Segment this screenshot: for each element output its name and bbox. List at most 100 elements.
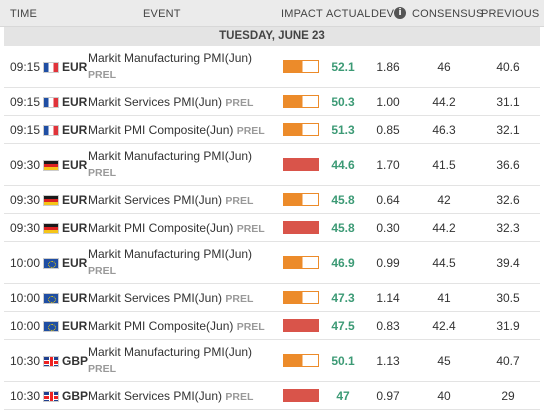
event-tag: PREL [225,195,254,207]
event-name[interactable]: Markit PMI Composite(Jun) PREL [88,220,278,237]
event-title[interactable]: Markit Services PMI(Jun) [88,95,223,109]
event-currency: EUR [62,60,88,74]
eu-flag-icon [43,321,59,332]
event-currency: EUR [62,95,88,109]
event-dev: 0.97 [376,389,400,403]
header-actual: ACTUAL [326,8,371,20]
event-title[interactable]: Markit Services PMI(Jun) [88,193,223,207]
germany-flag-icon [43,160,59,171]
event-name[interactable]: Markit Manufacturing PMI(Jun) PREL [88,50,278,83]
event-time: 10:30 [10,389,41,403]
event-dev: 1.13 [376,354,400,368]
table-row[interactable]: 10:00 EUR Markit PMI Composite(Jun) PREL 47… [4,312,540,340]
event-time: 09:30 [10,158,41,172]
event-title[interactable]: Markit Manufacturing PMI(Jun) [88,345,253,359]
table-row[interactable]: 10:00 EUR Markit Manufacturing PMI(Jun) PRE… [4,242,540,284]
impact-bar [283,319,319,332]
event-name[interactable]: Markit Manufacturing PMI(Jun) PREL [88,344,278,377]
event-currency: GBP [62,354,89,368]
event-previous: 31.1 [496,95,520,109]
day-separator: TUESDAY, JUNE 23 [4,27,540,46]
event-consensus: 44.5 [432,256,456,270]
events-list: 09:15 EUR Markit Manufacturing PMI(Jun) PRE… [4,46,540,410]
event-name[interactable]: Markit PMI Composite(Jun) PREL [88,318,278,335]
impact-bar [283,60,319,73]
info-icon[interactable]: i [394,7,406,19]
event-time: 09:15 [10,60,41,74]
event-name[interactable]: Markit Manufacturing PMI(Jun) PREL [88,246,278,279]
eu-flag-icon [43,258,59,269]
event-tag: PREL [236,223,265,235]
event-title[interactable]: Markit Manufacturing PMI(Jun) [88,51,253,65]
event-name[interactable]: Markit Services PMI(Jun) PREL [88,388,278,405]
event-title[interactable]: Markit PMI Composite(Jun) [88,123,234,137]
impact-bar [283,123,319,136]
event-actual: 47.5 [331,319,355,333]
event-previous: 39.4 [496,256,520,270]
event-actual: 50.3 [331,95,355,109]
table-row[interactable]: 09:15 EUR Markit PMI Composite(Jun) PREL 51… [4,116,540,144]
table-row[interactable]: 09:15 EUR Markit Manufacturing PMI(Jun) PRE… [4,46,540,88]
header-event: EVENT [143,8,181,20]
event-tag: PREL [236,125,265,137]
event-consensus: 46.3 [432,123,456,137]
event-time: 09:30 [10,221,41,235]
uk-flag-icon [43,356,59,367]
germany-flag-icon [43,223,59,234]
table-row[interactable]: 09:30 EUR Markit Manufacturing PMI(Jun) PRE… [4,144,540,186]
event-name[interactable]: Markit Services PMI(Jun) PREL [88,192,278,209]
event-tag: PREL [88,363,117,375]
event-title[interactable]: Markit Manufacturing PMI(Jun) [88,149,253,163]
event-dev: 1.14 [376,291,400,305]
table-row[interactable]: 10:30 GBP Markit Manufacturing PMI(Jun) PRE… [4,340,540,382]
impact-bar [283,389,319,402]
event-consensus: 45 [437,354,451,368]
event-currency: EUR [62,256,88,270]
impact-bar [283,95,319,108]
event-currency: EUR [62,193,88,207]
event-dev: 0.85 [376,123,400,137]
event-tag: PREL [88,69,117,81]
event-actual: 47 [336,389,350,403]
event-name[interactable]: Markit Manufacturing PMI(Jun) PREL [88,148,278,181]
event-actual: 46.9 [331,256,355,270]
table-row[interactable]: 09:15 EUR Markit Services PMI(Jun) PREL 50.… [4,88,540,116]
event-previous: 32.3 [496,221,520,235]
table-row[interactable]: 09:30 EUR Markit Services PMI(Jun) PREL 45.… [4,186,540,214]
event-consensus: 41.5 [432,158,456,172]
impact-bar [283,221,319,234]
event-currency: EUR [62,221,88,235]
impact-bar [283,256,319,269]
event-consensus: 40 [437,389,451,403]
event-dev: 1.86 [376,60,400,74]
header-consensus: CONSENSUS [412,8,484,20]
event-title[interactable]: Markit PMI Composite(Jun) [88,319,234,333]
event-title[interactable]: Markit PMI Composite(Jun) [88,221,234,235]
event-name[interactable]: Markit Services PMI(Jun) PREL [88,94,278,111]
event-consensus: 41 [437,291,451,305]
table-row[interactable]: 09:30 EUR Markit PMI Composite(Jun) PREL 45… [4,214,540,242]
table-row[interactable]: 10:00 EUR Markit Services PMI(Jun) PREL 47.… [4,284,540,312]
event-dev: 0.83 [376,319,400,333]
event-consensus: 42.4 [432,319,456,333]
table-row[interactable]: 10:30 GBP Markit Services PMI(Jun) PREL 47 0… [4,382,540,410]
event-consensus: 42 [437,193,451,207]
event-dev: 1.70 [376,158,400,172]
event-time: 10:00 [10,256,41,270]
event-time: 10:00 [10,291,41,305]
event-actual: 52.1 [331,60,355,74]
event-name[interactable]: Markit Services PMI(Jun) PREL [88,290,278,307]
impact-bar [283,354,319,367]
event-title[interactable]: Markit Manufacturing PMI(Jun) [88,247,253,261]
event-consensus: 46 [437,60,451,74]
event-title[interactable]: Markit Services PMI(Jun) [88,291,223,305]
event-time: 09:15 [10,95,41,109]
event-tag: PREL [225,293,254,305]
event-time: 09:30 [10,193,41,207]
event-actual: 47.3 [331,291,355,305]
event-title[interactable]: Markit Services PMI(Jun) [88,389,223,403]
event-previous: 30.5 [496,291,520,305]
event-currency: EUR [62,319,88,333]
event-previous: 32.6 [496,193,520,207]
event-name[interactable]: Markit PMI Composite(Jun) PREL [88,122,278,139]
